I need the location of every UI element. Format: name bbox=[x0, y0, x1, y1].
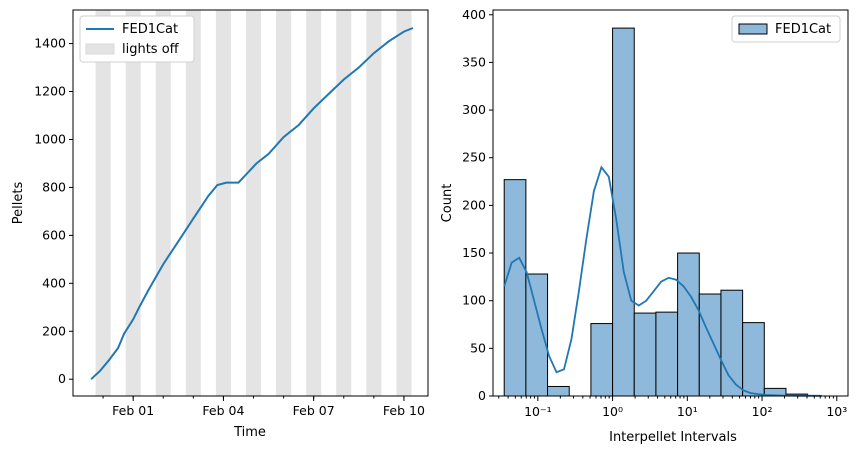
histogram-bar-2 bbox=[547, 385, 570, 397]
left-x-tick-label-1: Feb 04 bbox=[202, 403, 244, 418]
histogram-bar-11 bbox=[742, 322, 765, 397]
right-x-tick-label-0: 10⁻¹ bbox=[524, 404, 552, 419]
left-y-tick-label-6: 1200 bbox=[34, 84, 66, 99]
right-x-tick-label-2: 10¹ bbox=[677, 404, 698, 419]
lights-off-band-5 bbox=[245, 10, 262, 396]
left-y-tick-label-1: 200 bbox=[42, 323, 66, 338]
histogram-bars bbox=[503, 27, 809, 397]
left-x-tick-label-3: Feb 10 bbox=[383, 403, 425, 418]
histogram-bar-9 bbox=[698, 293, 722, 397]
left-y-tick-label-2: 400 bbox=[42, 275, 66, 290]
right-y-tick-label-6: 300 bbox=[462, 102, 486, 117]
histogram-bar-0 bbox=[503, 179, 527, 397]
right-y-ticks: 0 50 100 150 200 250 300 350 400 bbox=[462, 7, 493, 403]
lights-off-band-3 bbox=[185, 10, 201, 396]
legend-label-fed1cat-hist: FED1Cat bbox=[775, 22, 831, 37]
lights-off-band-1 bbox=[125, 10, 141, 396]
pellets-line bbox=[90, 27, 414, 380]
lights-off-band-10 bbox=[396, 10, 412, 396]
right-x-tick-label-4: 10³ bbox=[826, 404, 847, 419]
right-y-axis-label: Count bbox=[440, 184, 455, 223]
histogram-bar-7 bbox=[655, 311, 679, 397]
left-y-ticks: 0 200 400 600 800 1000 1200 1400 bbox=[34, 36, 73, 386]
lights-off-band-4 bbox=[215, 10, 231, 396]
left-legend: FED1Cat lights off bbox=[79, 15, 195, 63]
lights-off-band-0 bbox=[95, 10, 111, 396]
legend-label-fed1cat: FED1Cat bbox=[122, 22, 178, 37]
left-x-ticks: Feb 01 Feb 04 Feb 07 Feb 10 bbox=[102, 396, 425, 418]
legend-label-lights-off: lights off bbox=[122, 42, 180, 57]
right-legend: FED1Cat bbox=[731, 15, 841, 43]
left-y-tick-label-4: 800 bbox=[42, 179, 66, 194]
lights-off-shading bbox=[95, 10, 412, 396]
right-y-tick-label-3: 150 bbox=[462, 245, 486, 260]
histogram-bar-1 bbox=[525, 273, 549, 397]
left-x-tick-label-2: Feb 07 bbox=[293, 403, 335, 418]
right-y-tick-label-2: 100 bbox=[462, 293, 486, 308]
left-x-tick-label-0: Feb 01 bbox=[112, 403, 154, 418]
lights-off-band-2 bbox=[155, 10, 171, 396]
left-x-axis-label: Time bbox=[233, 425, 266, 440]
lights-off-band-8 bbox=[336, 10, 352, 396]
left-axes-frame bbox=[72, 9, 429, 397]
right-legend-box bbox=[731, 15, 841, 43]
left-y-axis-label: Pellets bbox=[11, 182, 26, 225]
left-y-tick-label-7: 1400 bbox=[34, 36, 66, 51]
right-x-axis-label: Interpellet Intervals bbox=[609, 430, 737, 445]
right-y-tick-label-7: 350 bbox=[462, 54, 486, 69]
lights-off-band-6 bbox=[276, 10, 292, 396]
histogram-bar-4 bbox=[590, 323, 614, 397]
right-x-tick-label-1: 10⁰ bbox=[602, 404, 623, 419]
kde-curve bbox=[503, 165, 822, 397]
right-x-tick-label-3: 10² bbox=[752, 404, 773, 419]
lights-off-band-9 bbox=[366, 10, 382, 396]
right-axes-frame bbox=[492, 9, 849, 397]
legend-shade-swatch bbox=[85, 43, 115, 55]
right-y-tick-label-0: 0 bbox=[478, 388, 486, 403]
right-x-ticks: 10⁻¹ 10⁰ 10¹ 10² 10³ bbox=[498, 396, 847, 419]
histogram-bar-6 bbox=[633, 312, 657, 397]
legend-bar-swatch bbox=[738, 23, 768, 35]
right-y-tick-label-4: 200 bbox=[462, 197, 486, 212]
left-y-tick-label-5: 1000 bbox=[34, 131, 66, 146]
histogram-bar-8 bbox=[677, 252, 700, 397]
left-y-tick-label-3: 600 bbox=[42, 227, 66, 242]
lights-off-band-7 bbox=[306, 10, 322, 396]
left-y-tick-label-0: 0 bbox=[58, 371, 66, 386]
right-y-tick-label-8: 400 bbox=[462, 7, 486, 22]
right-y-tick-label-1: 50 bbox=[470, 340, 486, 355]
right-y-tick-label-5: 250 bbox=[462, 150, 486, 165]
